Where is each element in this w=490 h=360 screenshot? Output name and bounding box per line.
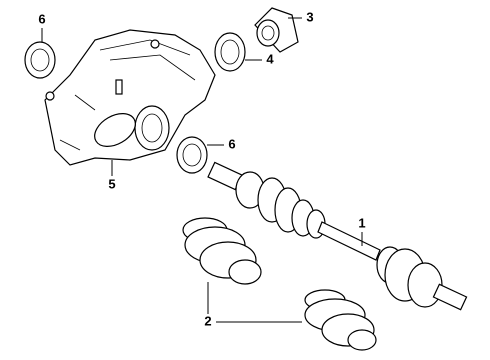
boot xyxy=(304,289,377,351)
callout: 3 xyxy=(306,9,313,24)
seal xyxy=(214,32,246,72)
callout: 5 xyxy=(108,176,115,191)
callout: 6 xyxy=(228,136,235,151)
callout: 2 xyxy=(204,313,211,328)
leader-lines xyxy=(41,17,363,323)
seal xyxy=(24,41,56,79)
axle-shaft xyxy=(207,161,468,311)
callout: 4 xyxy=(266,51,274,66)
flange xyxy=(254,7,299,53)
seal xyxy=(176,136,208,174)
differential-housing xyxy=(44,29,216,166)
boot xyxy=(182,217,262,285)
callout: 6 xyxy=(38,11,45,26)
callout: 1 xyxy=(358,215,365,230)
